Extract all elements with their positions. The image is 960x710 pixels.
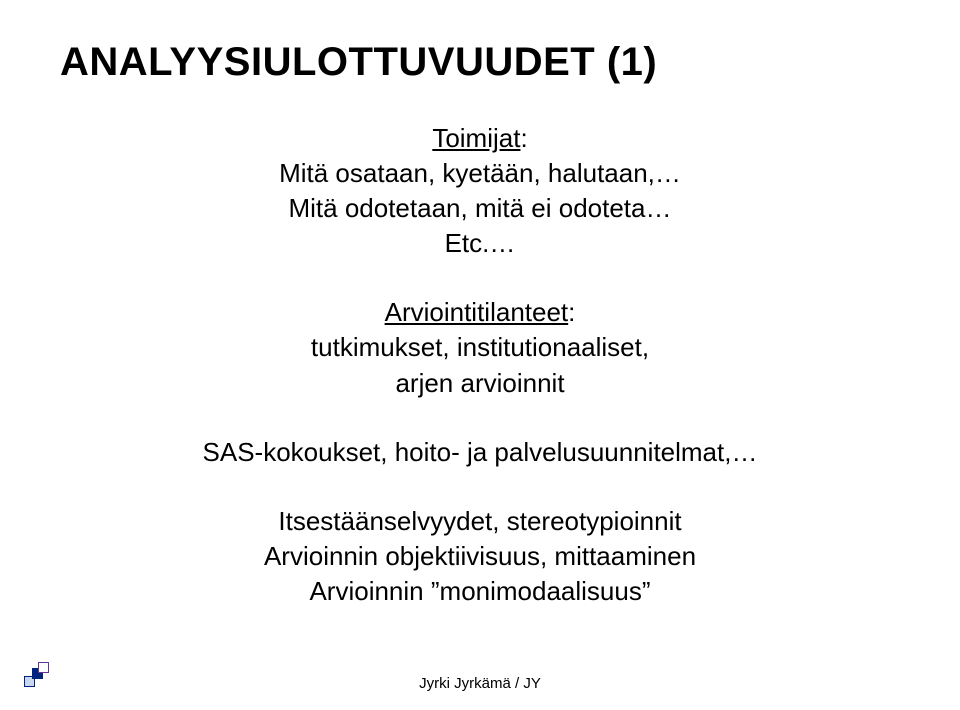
body-line: tutkimukset, institutionaaliset, (60, 330, 900, 365)
body-line: Etc.… (60, 226, 900, 261)
section-arviointi: Arviointitilanteet: tutkimukset, institu… (60, 295, 900, 400)
body-line: Arvioinnin monimodaalisuus (60, 574, 900, 609)
slide-title: ANALYYSIULOTTUVUUDET (1) (60, 40, 900, 85)
body-line: arjen arvioinnit (60, 366, 900, 401)
section-heading: Arviointitilanteet: (60, 295, 900, 330)
body-line: Mitä osataan, kyetään, halutaan,… (60, 156, 900, 191)
line3-quoted: monimodaalisuus (431, 576, 651, 606)
body-line: Arvioinnin objektiivisuus, mittaaminen (60, 539, 900, 574)
slide: ANALYYSIULOTTUVUUDET (1) Toimijat: Mitä … (0, 0, 960, 710)
section-heading: Toimijat: (60, 121, 900, 156)
section-sas: SAS-kokoukset, hoito- ja palvelusuunnite… (60, 435, 900, 470)
body-line: SAS-kokoukset, hoito- ja palvelusuunnite… (60, 435, 900, 470)
line3-pre: Arvioinnin (309, 576, 430, 606)
square-icon (38, 662, 49, 673)
heading-text: Arviointitilanteet (385, 297, 569, 327)
section-loppu: Itsestäänselvyydet, stereotypioinnit Arv… (60, 504, 900, 609)
slide-content: Toimijat: Mitä osataan, kyetään, halutaa… (60, 121, 900, 609)
heading-text: Toimijat (432, 123, 520, 153)
section-toimijat: Toimijat: Mitä osataan, kyetään, halutaa… (60, 121, 900, 261)
body-line: Itsestäänselvyydet, stereotypioinnit (60, 504, 900, 539)
footer-text: Jyrki Jyrkämä / JY (0, 675, 960, 692)
body-line: Mitä odotetaan, mitä ei odoteta… (60, 191, 900, 226)
